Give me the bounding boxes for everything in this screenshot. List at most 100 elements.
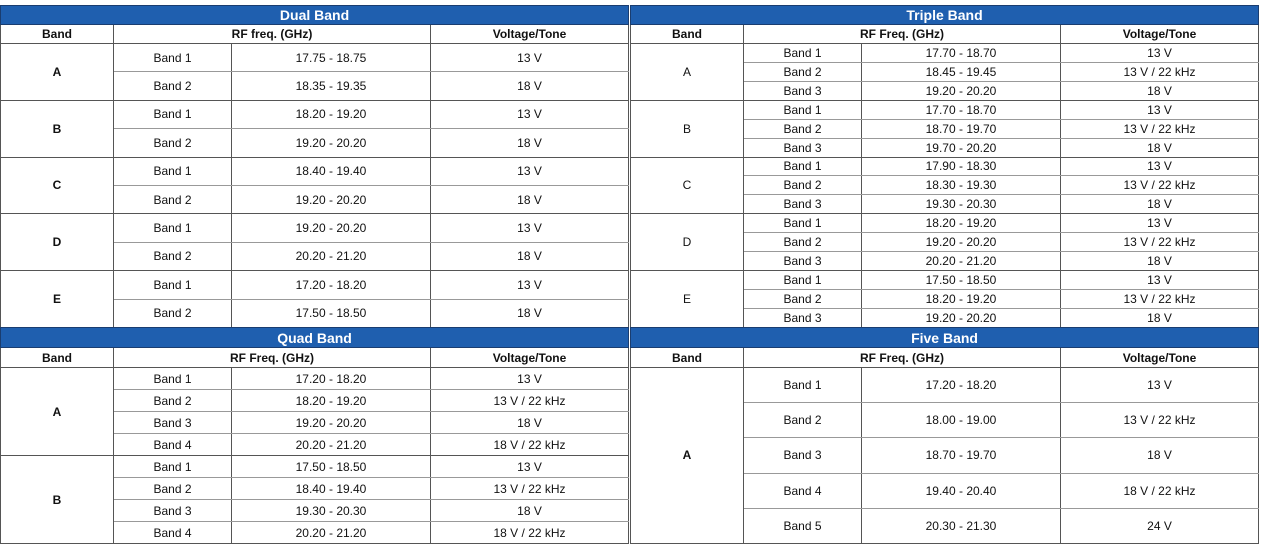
table-row: Band 2 19.20 - 20.20 18 V: [1, 128, 630, 158]
column-header-band: Band: [630, 347, 744, 368]
table-row: Band 3 20.20 - 21.20 18 V: [631, 251, 1260, 272]
rf-frequency-range: 18.70 - 19.70: [861, 437, 1061, 474]
table-row: A Band 1 17.20 - 18.20 13 V: [630, 366, 1260, 544]
table-row: E Band 1 17.50 - 18.50 13 V: [630, 270, 1260, 328]
table-row: Band 2 18.70 - 19.70 13 V / 22 kHz: [631, 118, 1260, 139]
rf-frequency-range: 19.20 - 20.20: [861, 307, 1061, 328]
rf-frequency-range: 17.90 - 18.30: [861, 156, 1061, 177]
voltage-tone-value: 13 V: [429, 213, 630, 243]
sub-band-label: Band 2: [743, 61, 862, 82]
rf-frequency-range: 19.20 - 20.20: [861, 80, 1061, 101]
rf-frequency-range: 19.30 - 20.30: [861, 194, 1061, 215]
table-row: Band 5 20.30 - 21.30 24 V: [631, 507, 1260, 544]
dual-band-table: Dual Band Band RF freq. (GHz) Voltage/Tone A…: [0, 5, 630, 328]
sub-band-label: Band 1: [113, 270, 232, 300]
sub-band-label: Band 1: [743, 213, 862, 234]
voltage-tone-value: 18 V: [429, 71, 630, 101]
voltage-tone-value: 13 V: [1059, 43, 1260, 63]
sub-band-label: Band 2: [113, 389, 232, 412]
voltage-tone-value: 13 V: [1059, 213, 1260, 234]
table-row: Band 2 18.35 - 19.35 18 V: [1, 71, 630, 101]
rf-frequency-range: 19.20 - 20.20: [861, 232, 1061, 253]
rf-frequency-range: 18.20 - 19.20: [861, 288, 1061, 309]
voltage-tone-value: 13 V / 22 kHz: [1059, 61, 1260, 82]
rf-frequency-range: 18.40 - 19.40: [231, 156, 431, 186]
column-header-rf-freq: RF Freq. (GHz): [743, 347, 1061, 368]
sub-band-label: Band 1: [113, 99, 232, 130]
voltage-tone-value: 13 V: [429, 99, 630, 130]
voltage-tone-value: 13 V / 22 kHz: [1059, 402, 1260, 439]
rf-frequency-range: 18.20 - 19.20: [861, 213, 1061, 234]
sub-band-label: Band 5: [743, 507, 862, 544]
rf-frequency-range: 19.30 - 20.30: [231, 499, 431, 522]
sub-band-label: Band 1: [743, 43, 862, 63]
triple-band-table: Triple Band Band RF Freq. (GHz) Voltage/Ton…: [629, 5, 1260, 328]
voltage-tone-value: 13 V / 22 kHz: [1059, 118, 1260, 139]
rf-frequency-range: 20.20 - 21.20: [861, 251, 1061, 272]
voltage-tone-value: 13 V: [1059, 99, 1260, 120]
sub-band-label: Band 2: [743, 118, 862, 139]
rf-frequency-range: 18.00 - 19.00: [861, 402, 1061, 439]
voltage-tone-value: 13 V: [429, 455, 630, 478]
table-row: Band 3 19.20 - 20.20 18 V: [1, 411, 630, 434]
table-row: Band 3 19.30 - 20.30 18 V: [631, 194, 1260, 215]
table-row: Band 2 18.30 - 19.30 13 V / 22 kHz: [631, 175, 1260, 196]
rf-frequency-range: 19.40 - 20.40: [861, 472, 1061, 509]
table-row: Band 3 19.20 - 20.20 18 V: [631, 307, 1260, 328]
table-row: C Band 1 17.90 - 18.30 13 V: [630, 156, 1260, 215]
sub-band-label: Band 1: [113, 213, 232, 243]
sub-band-label: Band 2: [743, 288, 862, 309]
sub-band-label: Band 1: [743, 270, 862, 290]
rf-frequency-range: 17.75 - 18.75: [231, 42, 431, 73]
band-group-label: C: [630, 156, 744, 215]
rf-frequency-range: 18.70 - 19.70: [861, 118, 1061, 139]
table-row: D Band 1 19.20 - 20.20 13 V: [0, 213, 630, 272]
table-row: E Band 1 17.20 - 18.20 13 V: [0, 270, 630, 328]
voltage-tone-value: 13 V: [429, 156, 630, 186]
sub-band-label: Band 1: [113, 156, 232, 186]
band-group-label: D: [0, 213, 114, 272]
sub-band-label: Band 2: [113, 184, 232, 215]
table-row: A Band 1 17.75 - 18.75 13 V: [0, 42, 630, 101]
table-row: Band 3 19.70 - 20.20 18 V: [631, 137, 1260, 158]
voltage-tone-value: 18 V: [429, 499, 630, 522]
sub-band-label: Band 3: [743, 80, 862, 101]
table-row: C Band 1 18.40 - 19.40 13 V: [0, 156, 630, 215]
column-header-rf-freq: RF freq. (GHz): [113, 24, 431, 44]
rf-frequency-range: 18.35 - 19.35: [231, 71, 431, 101]
voltage-tone-value: 13 V: [429, 270, 630, 300]
voltage-tone-value: 13 V: [1059, 270, 1260, 290]
voltage-tone-value: 18 V: [1059, 80, 1260, 101]
voltage-tone-value: 13 V: [429, 367, 630, 390]
voltage-tone-value: 13 V / 22 kHz: [1059, 288, 1260, 309]
table-row: B Band 1 17.70 - 18.70 13 V: [630, 99, 1260, 158]
voltage-tone-value: 13 V: [1059, 156, 1260, 177]
column-header-voltage-tone: Voltage/Tone: [1059, 347, 1260, 368]
voltage-tone-value: 18 V: [1059, 437, 1260, 474]
five-band-table: Five Band Band RF Freq. (GHz) Voltage/Tone A…: [629, 327, 1260, 544]
column-header-band: Band: [0, 24, 114, 44]
sub-band-label: Band 3: [743, 137, 862, 158]
column-header-voltage-tone: Voltage/Tone: [429, 347, 630, 368]
column-header-band: Band: [0, 347, 114, 368]
table-title: Dual Band: [0, 5, 630, 25]
rf-frequency-range: 18.20 - 19.20: [231, 389, 431, 412]
column-header-rf-freq: RF Freq. (GHz): [113, 347, 431, 368]
quad-band-table: Quad Band Band RF Freq. (GHz) Voltage/Tone A…: [0, 327, 630, 544]
sub-band-label: Band 1: [743, 99, 862, 120]
rf-frequency-range: 19.20 - 20.20: [231, 128, 431, 158]
rf-frequency-range: 19.20 - 20.20: [231, 411, 431, 434]
sub-band-label: Band 2: [113, 128, 232, 158]
table-title: Quad Band: [0, 327, 630, 348]
voltage-tone-value: 18 V: [1059, 307, 1260, 328]
voltage-tone-value: 18 V: [1059, 137, 1260, 158]
rf-frequency-range: 18.45 - 19.45: [861, 61, 1061, 82]
rf-frequency-range: 19.20 - 20.20: [231, 184, 431, 215]
rf-frequency-range: 19.20 - 20.20: [231, 213, 431, 243]
band-group-label: E: [630, 270, 744, 328]
rf-frequency-range: 19.70 - 20.20: [861, 137, 1061, 158]
table-row: A Band 1 17.20 - 18.20 13 V: [0, 367, 630, 456]
band-group-label: C: [0, 156, 114, 215]
voltage-tone-value: 13 V / 22 kHz: [429, 389, 630, 412]
rf-frequency-range: 18.20 - 19.20: [231, 99, 431, 130]
